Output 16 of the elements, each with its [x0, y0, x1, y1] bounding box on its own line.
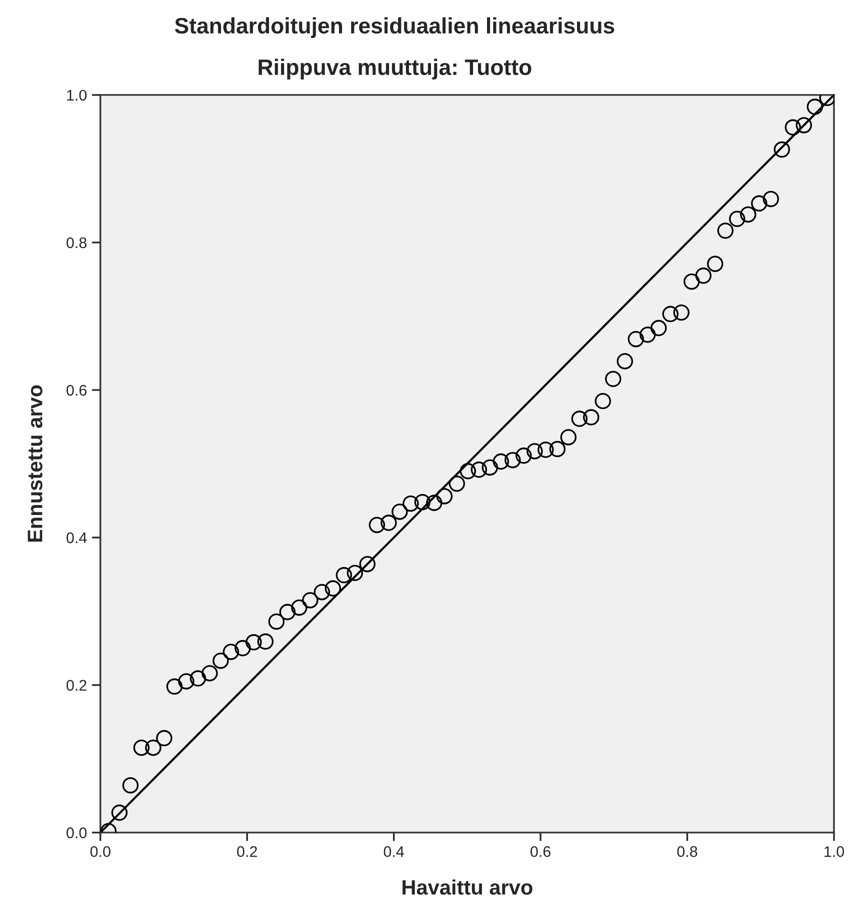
x-tick-label: 1.0 [824, 846, 844, 857]
y-tick-label: 0.8 [66, 237, 87, 248]
y-axis-title: Ennustettu arvo [28, 385, 42, 542]
y-tick-label: 0.6 [66, 384, 87, 396]
y-tick-label: 0.0 [66, 827, 87, 838]
x-tick-label: 0.8 [677, 846, 698, 857]
x-tick-label: 0.2 [237, 846, 257, 857]
chart-subtitle: Riippuva muuttuja: Tuotto [258, 58, 532, 80]
x-axis-title: Havaittu arvo [402, 879, 532, 895]
x-tick-label: 0.6 [530, 846, 550, 857]
x-tick-label: 0.0 [90, 846, 110, 857]
x-tick-label: 0.4 [384, 846, 404, 857]
y-tick-label: 0.2 [66, 680, 86, 691]
y-tick-label: 1.0 [67, 90, 87, 101]
y-tick-label: 0.4 [66, 532, 87, 544]
chart-title: Standardoitujen residuaalien lineaarisuus [174, 17, 614, 38]
